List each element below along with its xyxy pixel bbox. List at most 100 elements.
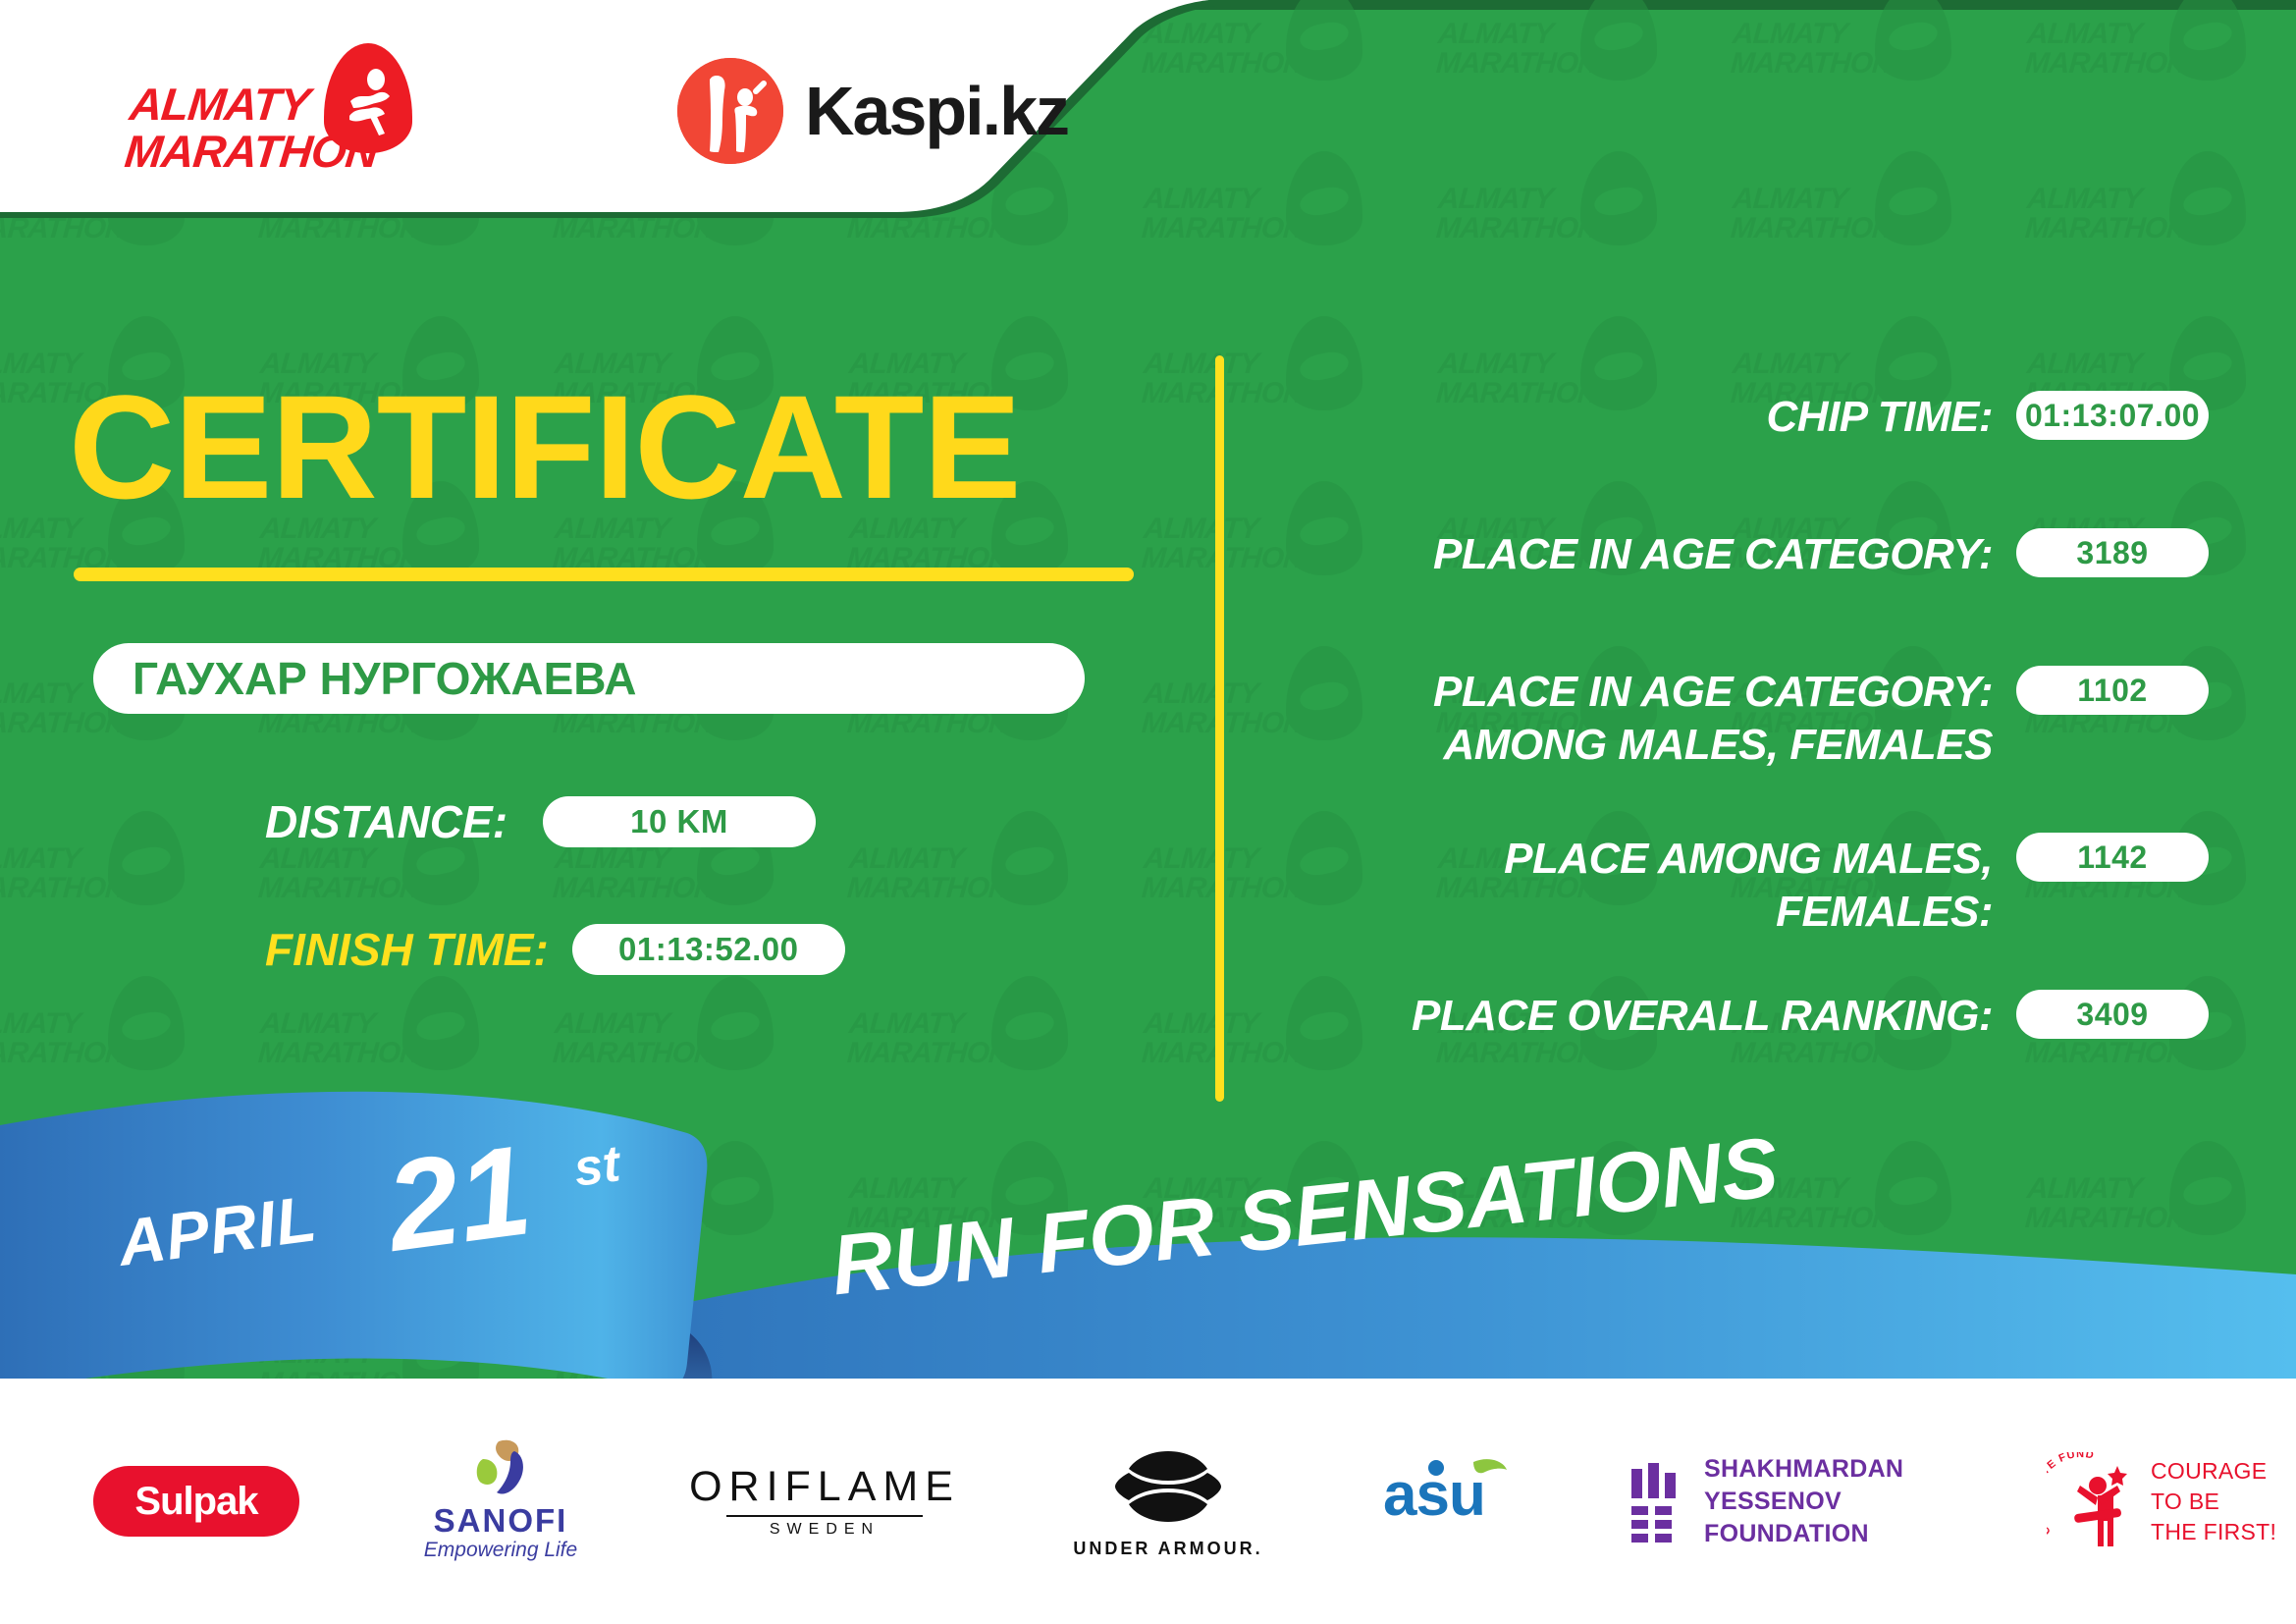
courage-wordmark: COURAGE TO BE THE FIRST! — [2151, 1457, 2277, 1544]
watermark-text: ALMATY MARATHON — [1729, 183, 1894, 244]
sanofi-logo: SANOFI Empowering Life — [424, 1439, 577, 1563]
watermark-text: ALMATY MARATHON — [256, 842, 421, 904]
watermark-tile: ALMATY MARATHON — [2022, 0, 2296, 145]
watermark-drop-icon — [402, 481, 479, 575]
asu-logo: asu — [1379, 1456, 1566, 1547]
watermark-tile: ALMATY MARATHON — [1139, 640, 1433, 805]
watermark-tile: ALMATY MARATHON — [1433, 475, 1728, 640]
watermark-drop-icon — [108, 481, 185, 575]
finish-time-row: FINISH TIME: 01:13:52.00 — [265, 923, 845, 976]
watermark-tile: ALMATY MARATHON — [0, 805, 255, 970]
watermark-tile: ALMATY MARATHON — [255, 310, 550, 475]
sponsor-sulpak: Sulpak — [59, 1379, 334, 1624]
place-overall-value-pill: 3409 — [2016, 990, 2209, 1039]
watermark-tile: ALMATY MARATHON — [1139, 970, 1433, 1135]
distance-row: DISTANCE: 10 KM — [265, 795, 817, 848]
watermark-tile: ALMATY MARATHON — [1433, 0, 1728, 145]
runner-icon — [349, 69, 390, 135]
place-among-gender-value: 1142 — [2077, 839, 2148, 875]
watermark-tile: ALMATY MARATHON — [550, 310, 844, 475]
watermark-tile: ALMATY MARATHON — [550, 970, 844, 1135]
watermark-tile: ALMATY MARATHON — [1433, 145, 1728, 310]
sponsor-oriflame: ORIFLAME SWEDEN — [667, 1379, 982, 1624]
watermark-drop-icon — [2169, 1141, 2246, 1235]
sponsor-yessenov: SHAKHMARDAN YESSENOV FOUNDATION — [1629, 1379, 2042, 1624]
watermark-drop-icon — [991, 481, 1068, 575]
watermark-drop-icon — [1875, 646, 1951, 740]
watermark-tile: ALMATY MARATHON — [255, 475, 550, 640]
watermark-tile: ALMATY MARATHON — [255, 970, 550, 1135]
kaspi-wordmark: Kaspi.kz — [805, 73, 1070, 149]
watermark-text: ALMATY MARATHON — [551, 1007, 716, 1069]
watermark-text: ALMATY MARATHON — [2023, 183, 2188, 244]
chip-time-row: CHIP TIME: 01:13:07.00 — [1266, 391, 2209, 444]
place-among-gender-label: PLACE AMONG MALES, FEMALES: — [1504, 835, 1993, 936]
watermark-drop-icon — [1286, 976, 1362, 1070]
watermark-drop-icon — [1580, 811, 1657, 905]
place-among-gender-row: PLACE AMONG MALES, FEMALES: 1142 — [1266, 833, 2209, 939]
yessenov-logo: SHAKHMARDAN YESSENOV FOUNDATION — [1629, 1453, 2042, 1550]
place-overall-value: 3409 — [2076, 996, 2149, 1032]
watermark-drop-icon — [108, 316, 185, 410]
watermark-text: ALMATY MARATHON — [1729, 18, 1894, 80]
watermark-drop-icon — [991, 976, 1068, 1070]
place-age-category-value-pill: 3189 — [2016, 528, 2209, 577]
watermark-tile: ALMATY MARATHON — [844, 805, 1139, 970]
sulpak-wordmark: Sulpak — [134, 1479, 258, 1523]
watermark-tile: ALMATY MARATHON — [1433, 970, 1728, 1135]
watermark-tile: ALMATY MARATHON — [255, 805, 550, 970]
watermark-drop-icon — [697, 316, 774, 410]
watermark-tile: ALMATY MARATHON — [844, 475, 1139, 640]
watermark-drop-icon — [991, 316, 1068, 410]
watermark-tile: ALMATY MARATHON — [550, 475, 844, 640]
watermark-tile: ALMATY MARATHON — [1728, 1135, 2022, 1300]
watermark-tile: ALMATY MARATHON — [1728, 310, 2022, 475]
finish-time-label: FINISH TIME: — [265, 924, 549, 975]
watermark-tile: ALMATY MARATHON — [1139, 805, 1433, 970]
place-age-category-value: 3189 — [2076, 534, 2149, 570]
watermark-text: ALMATY MARATHON — [256, 1007, 421, 1069]
sanofi-wordmark: SANOFI — [433, 1502, 568, 1539]
watermark-drop-icon — [1580, 0, 1657, 81]
place-age-category-label: PLACE IN AGE CATEGORY: — [1432, 530, 1994, 578]
watermark-tile: ALMATY MARATHON — [1139, 0, 1433, 145]
watermark-tile: ALMATY MARATHON — [1728, 475, 2022, 640]
place-among-gender-value-pill: 1142 — [2016, 833, 2209, 882]
athlete-name-value: ГАУХАР НУРГОЖАЕВА — [133, 653, 637, 704]
watermark-drop-icon — [697, 1141, 774, 1235]
sponsor-strip: Sulpak SANOFI Empowering Life ORIFLAME — [0, 1379, 2296, 1624]
yessenov-mark-icon — [1629, 1463, 1684, 1543]
watermark-tile: ALMATY MARATHON — [1139, 475, 1433, 640]
asu-icon: asu — [1383, 1458, 1507, 1529]
under-armour-logo: UNDER ARMOUR. — [1073, 1443, 1262, 1559]
almaty-marathon-logo: ALMATY MARATHON — [123, 43, 412, 177]
watermark-drop-icon — [1580, 151, 1657, 245]
watermark-tile: ALMATY MARATHON — [1433, 1135, 1728, 1300]
watermark-drop-icon — [402, 316, 479, 410]
watermark-text: ALMATY MARATHON — [1434, 18, 1599, 80]
watermark-drop-icon — [1286, 0, 1362, 81]
place-age-category-gender-row: PLACE IN AGE CATEGORY: AMONG MALES, FEMA… — [1266, 666, 2209, 772]
watermark-drop-icon — [1875, 0, 1951, 81]
watermark-text: ALMATY MARATHON — [1434, 183, 1599, 244]
place-age-category-gender-value: 1102 — [2077, 672, 2148, 708]
watermark-drop-icon — [1580, 481, 1657, 575]
watermark-drop-icon — [697, 976, 774, 1070]
watermark-drop-icon — [402, 811, 479, 905]
watermark-tile: ALMATY MARATHON — [0, 970, 255, 1135]
watermark-tile: ALMATY MARATHON — [1728, 640, 2022, 805]
watermark-tile: ALMATY MARATHON — [1728, 805, 2022, 970]
watermark-drop-icon — [1875, 1141, 1951, 1235]
page-title: CERTIFICATE — [69, 364, 1021, 529]
oriflame-tagline: SWEDEN — [769, 1521, 881, 1538]
watermark-drop-icon — [1875, 481, 1951, 575]
ribbon-day-suffix: st — [570, 1135, 623, 1198]
place-age-category-gender-label: PLACE IN AGE CATEGORY: AMONG MALES, FEMA… — [1432, 668, 1994, 769]
watermark-drop-icon — [1875, 151, 1951, 245]
watermark-drop-icon — [1286, 151, 1362, 245]
chip-time-value-pill: 01:13:07.00 — [2016, 391, 2209, 440]
watermark-tile: ALMATY MARATHON — [844, 970, 1139, 1135]
place-age-category-row: PLACE IN AGE CATEGORY: 3189 — [1266, 528, 2209, 581]
ribbon-day: 21 — [379, 1117, 539, 1278]
watermark-drop-icon — [697, 481, 774, 575]
